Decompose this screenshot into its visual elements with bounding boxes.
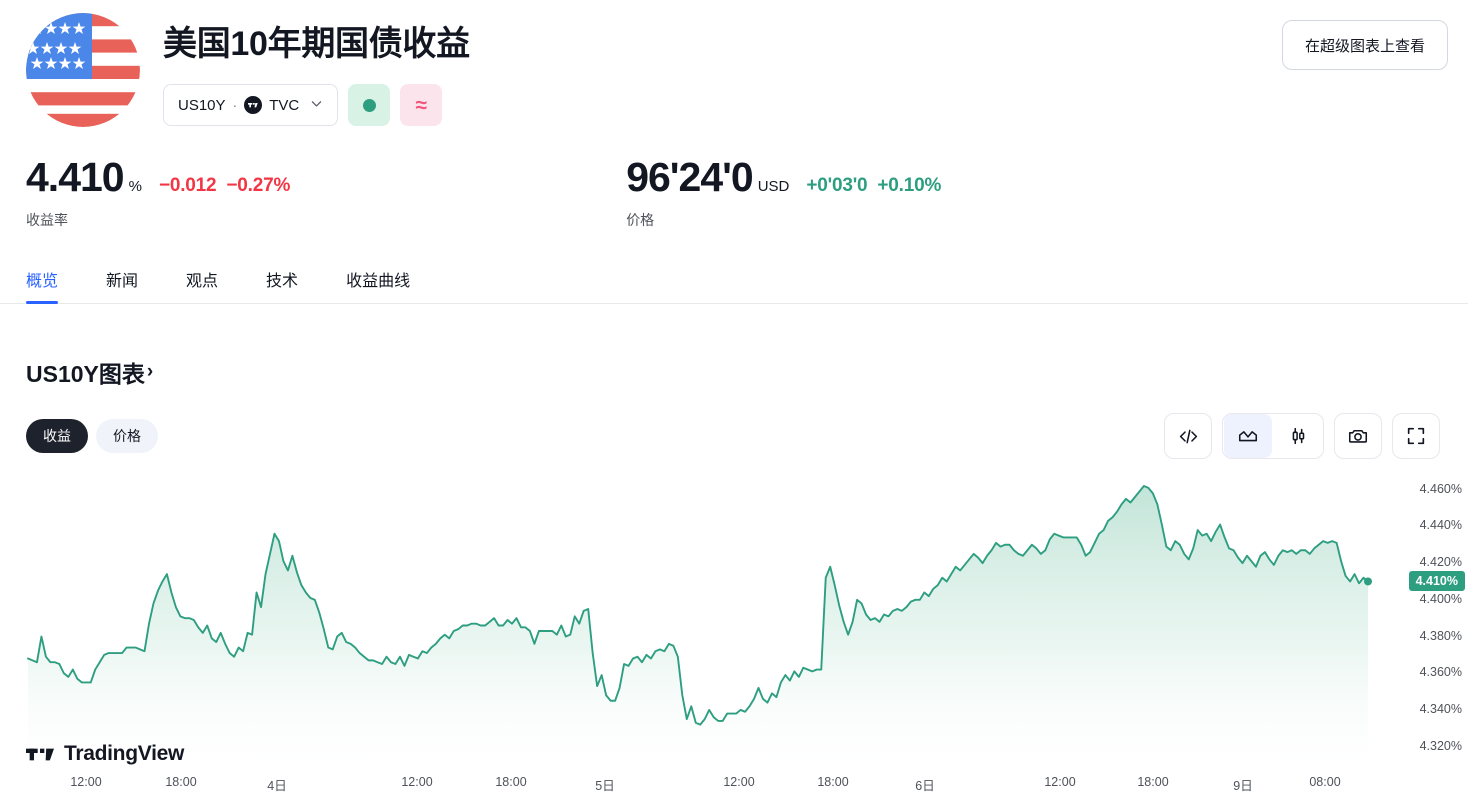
yield-change-abs: −0.012 (158, 175, 217, 196)
price-label: 价格 (626, 212, 655, 228)
chart-mode-toggle: 收益 价格 (26, 419, 158, 453)
view-on-supercharts-button[interactable]: 在超级图表上查看 (1281, 20, 1448, 70)
x-axis-tick: 12:00 (401, 775, 433, 789)
chart-type-group (1222, 413, 1324, 459)
tradingview-logo-icon: TradingView (26, 742, 184, 766)
y-axis-tick: 4.460% (1419, 481, 1462, 496)
x-axis-tick: 18:00 (817, 775, 849, 789)
current-value-badge: 4.410% (1408, 571, 1465, 592)
tradingview-source-icon (244, 96, 263, 114)
chart-mode-yield[interactable]: 收益 (26, 419, 88, 453)
y-axis-tick: 4.320% (1419, 738, 1462, 753)
market-open-dot-icon[interactable] (348, 84, 391, 126)
chart-mode-price[interactable]: 价格 (96, 419, 158, 453)
quote-summary: 4.410 % −0.012 −0.27% 收益率 96'24'0 USD +0… (26, 157, 941, 230)
symbol-separator: · (232, 97, 238, 113)
tab-yield-curve[interactable]: 收益曲线 (346, 267, 410, 303)
fullscreen-icon[interactable] (1392, 413, 1440, 459)
yield-unit: % (128, 178, 142, 195)
chart-toolbar (1164, 413, 1440, 459)
y-axis-tick: 4.420% (1419, 555, 1462, 570)
price-chart[interactable]: 4.460% 4.440% 4.420% 4.400% 4.380% 4.360% 4.34… (0, 465, 1468, 809)
x-axis-tick: 18:00 (495, 775, 527, 789)
price-value: 96'24'0 (626, 154, 754, 200)
section-tabs: 概览 新闻 观点 技术 收益曲线 (0, 258, 1468, 304)
x-axis-tick: 9日 (1233, 779, 1253, 793)
symbol-row: US10Y · TVC (163, 84, 443, 126)
x-axis-tick: 6日 (915, 779, 935, 793)
yield-value: 4.410 (26, 154, 125, 200)
x-axis-tick: 4日 (267, 779, 287, 793)
y-axis-tick: 4.440% (1419, 518, 1462, 533)
x-axis-tick: 18:00 (1137, 775, 1169, 789)
y-axis-tick: 4.400% (1419, 591, 1462, 606)
tab-overview[interactable]: 概览 (26, 267, 59, 304)
embed-code-icon[interactable] (1164, 413, 1212, 459)
y-axis-tick: 4.340% (1419, 701, 1462, 716)
tab-ideas[interactable]: 观点 (186, 267, 218, 303)
y-axis-tick: 4.360% (1419, 665, 1462, 680)
yield-label: 收益率 (26, 212, 68, 228)
price-change-abs: +0'03'0 (806, 175, 868, 196)
price-unit: USD (757, 178, 790, 195)
y-axis-tick: 4.380% (1419, 628, 1462, 643)
symbol-exchange: TVC (269, 96, 300, 114)
x-axis-tick: 5日 (595, 779, 615, 793)
price-change-pct: +0.10% (877, 175, 942, 196)
chart-canvas (27, 485, 1372, 775)
approximately-glyph: ≈ (415, 93, 427, 117)
approximately-icon[interactable]: ≈ (400, 84, 443, 126)
tab-technicals[interactable]: 技术 (266, 267, 298, 303)
x-axis-tick: 18:00 (165, 775, 197, 789)
chevron-right-icon: › (146, 361, 154, 382)
area-chart-icon[interactable] (1224, 414, 1272, 458)
candlestick-chart-icon[interactable] (1274, 414, 1322, 458)
x-axis-tick: 12:00 (1044, 775, 1076, 789)
x-axis: 12:00 18:00 4日 12:00 18:00 5日 12:00 18:00 6日 12:0… (0, 775, 1370, 801)
symbol-selector[interactable]: US10Y · TVC (163, 84, 339, 126)
symbol-ticker: US10Y (178, 96, 226, 114)
x-axis-tick: 08:00 (1309, 775, 1341, 789)
x-axis-tick: 12:00 (723, 775, 755, 789)
x-axis-tick: 12:00 (70, 775, 102, 789)
page-title: 美国10年期国债收益 (163, 25, 470, 63)
chart-title-link[interactable]: US10Y图表 › (26, 355, 153, 389)
tab-news[interactable]: 新闻 (106, 267, 138, 303)
price-quote-block: 96'24'0 USD +0'03'0 +0.10% 价格 (626, 157, 941, 230)
camera-snapshot-icon[interactable] (1334, 413, 1382, 459)
tradingview-wordmark: TradingView (64, 742, 185, 765)
status-dot (362, 98, 376, 112)
yield-quote-block: 4.410 % −0.012 −0.27% 收益率 (26, 157, 290, 230)
chart-title-text: US10Y图表 (26, 361, 145, 387)
us-flag-icon (26, 13, 140, 127)
yield-change-pct: −0.27% (226, 175, 291, 196)
page-header: 美国10年期国债收益 US10Y · TVC (0, 0, 1468, 127)
chevron-down-icon (310, 97, 323, 114)
y-axis: 4.460% 4.440% 4.420% 4.400% 4.380% 4.360% 4.34… (1372, 465, 1468, 765)
